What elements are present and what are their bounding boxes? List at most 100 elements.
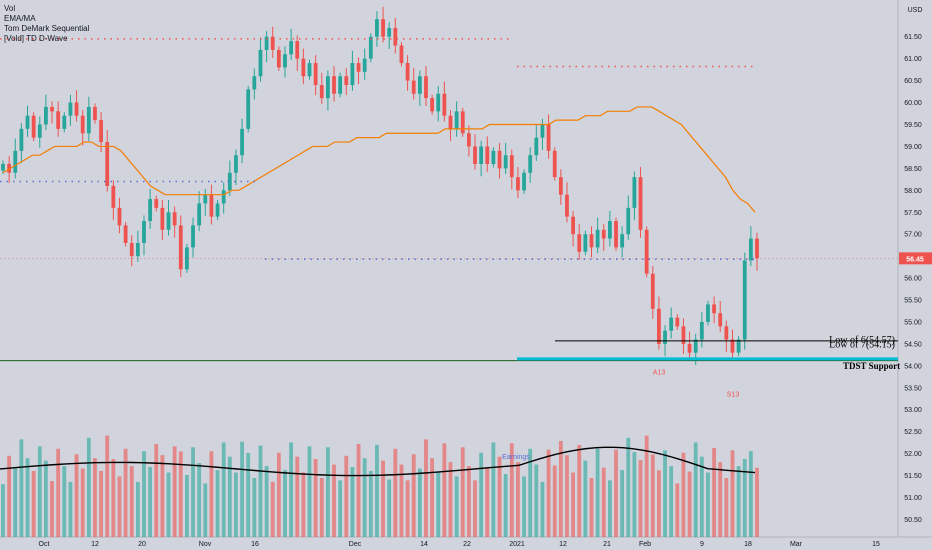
legend-item[interactable]: [Vold] TD D-Wave	[4, 34, 68, 43]
candle-body	[99, 120, 103, 143]
candle-body	[460, 111, 465, 134]
candle-body	[736, 339, 741, 353]
volume-bar	[509, 443, 514, 537]
volume-bar	[13, 467, 18, 537]
candle-body	[712, 304, 716, 314]
price-tick-label: 50.50	[904, 517, 922, 524]
volume-ma-line	[0, 446, 756, 477]
volume-bar	[638, 460, 643, 537]
candle-body	[663, 330, 667, 344]
volume-bar	[669, 466, 674, 537]
volume-bar	[123, 448, 128, 537]
price-axis-unit: USD	[908, 7, 923, 14]
candle-body	[565, 194, 569, 217]
volume-bar	[375, 444, 379, 537]
candle-body	[552, 150, 557, 178]
volume-bar	[583, 460, 588, 537]
volume-bar	[350, 467, 355, 537]
volume-bar	[424, 439, 428, 537]
candle-body	[264, 36, 269, 50]
legend-item[interactable]: Tom DeMark Sequential	[4, 24, 90, 33]
volume-bar	[522, 476, 526, 537]
price-tick-label: 52.50	[904, 429, 922, 436]
volume-bar	[528, 448, 533, 537]
volume-bar	[166, 472, 171, 537]
volume-bar	[313, 459, 318, 537]
candle-body	[160, 207, 165, 230]
volume-bar	[534, 464, 539, 537]
volume-bar	[411, 454, 416, 537]
volume-bar	[246, 452, 251, 537]
volume-bar	[718, 462, 723, 537]
volume-bar	[620, 470, 625, 537]
candle-body	[730, 339, 735, 353]
time-tick-label: Mar	[790, 541, 803, 548]
price-tick-label: 57.50	[904, 210, 922, 217]
price-tick-label: 53.00	[904, 407, 922, 414]
candle-body	[185, 247, 189, 270]
candle-body	[509, 155, 514, 178]
time-tick-label: 14	[420, 541, 428, 548]
volume-bar	[62, 466, 67, 537]
volume-bar	[663, 450, 667, 537]
candle-body	[197, 203, 202, 226]
volume-bar	[755, 467, 759, 537]
volume-bar	[25, 458, 30, 537]
price-tick-label: 59.00	[904, 144, 922, 151]
volume-bar	[681, 452, 686, 537]
legend-item[interactable]: EMA/MA	[4, 14, 36, 23]
time-tick-label: Feb	[639, 541, 651, 548]
volume-bar	[614, 449, 618, 537]
candle-body	[614, 221, 618, 248]
volume-bar	[135, 481, 140, 537]
candle-body	[699, 321, 704, 340]
candle-body	[706, 304, 710, 322]
volume-bar	[540, 481, 545, 537]
volume-bar	[276, 452, 281, 537]
candle-body	[393, 27, 398, 46]
candle-body	[307, 63, 312, 77]
candle-body	[313, 63, 318, 85]
price-tick-label: 53.50	[904, 385, 922, 392]
time-tick-label: 2021	[509, 541, 525, 548]
volume-bar	[565, 455, 569, 537]
candle-body	[405, 63, 410, 81]
candle-body	[350, 63, 355, 85]
candle-body	[221, 190, 226, 204]
price-tick-label: 58.00	[904, 188, 922, 195]
legend-item[interactable]: Vol	[4, 4, 16, 13]
volume-bar	[368, 470, 373, 537]
candle-body	[503, 155, 508, 169]
candle-body	[368, 36, 373, 59]
candle-body	[240, 128, 244, 156]
candle-body	[270, 36, 275, 50]
volume-bar	[393, 448, 398, 537]
price-tick-label: 58.50	[904, 166, 922, 173]
candle-body	[479, 146, 484, 164]
price-tick-label: 54.00	[904, 363, 922, 370]
volume-bar	[1, 484, 5, 537]
candle-body	[13, 150, 18, 173]
candle-body	[19, 128, 24, 151]
volume-bar	[399, 464, 404, 537]
volume-bar	[644, 435, 649, 537]
volume-bar	[111, 459, 116, 537]
tdst-label: TDST Support	[843, 361, 900, 371]
candle-body	[669, 317, 674, 331]
volume-bar	[338, 480, 343, 537]
volume-bar	[497, 456, 502, 537]
candle-body	[289, 41, 294, 55]
volume-bar	[221, 442, 226, 537]
time-tick-label: 22	[463, 541, 471, 548]
volume-bar	[699, 456, 704, 537]
volume-bar	[607, 480, 612, 537]
candle-body	[332, 76, 336, 94]
volume-bar	[215, 470, 220, 537]
volume-bar	[730, 450, 735, 537]
volume-bar	[485, 468, 490, 537]
time-tick-label: Dec	[349, 541, 362, 548]
candle-body	[589, 234, 594, 248]
indicator-legend: Vol EMA/MA Tom DeMark Sequential [Vold] …	[4, 4, 89, 44]
candle-body	[252, 76, 257, 90]
volume-bar	[185, 474, 189, 537]
